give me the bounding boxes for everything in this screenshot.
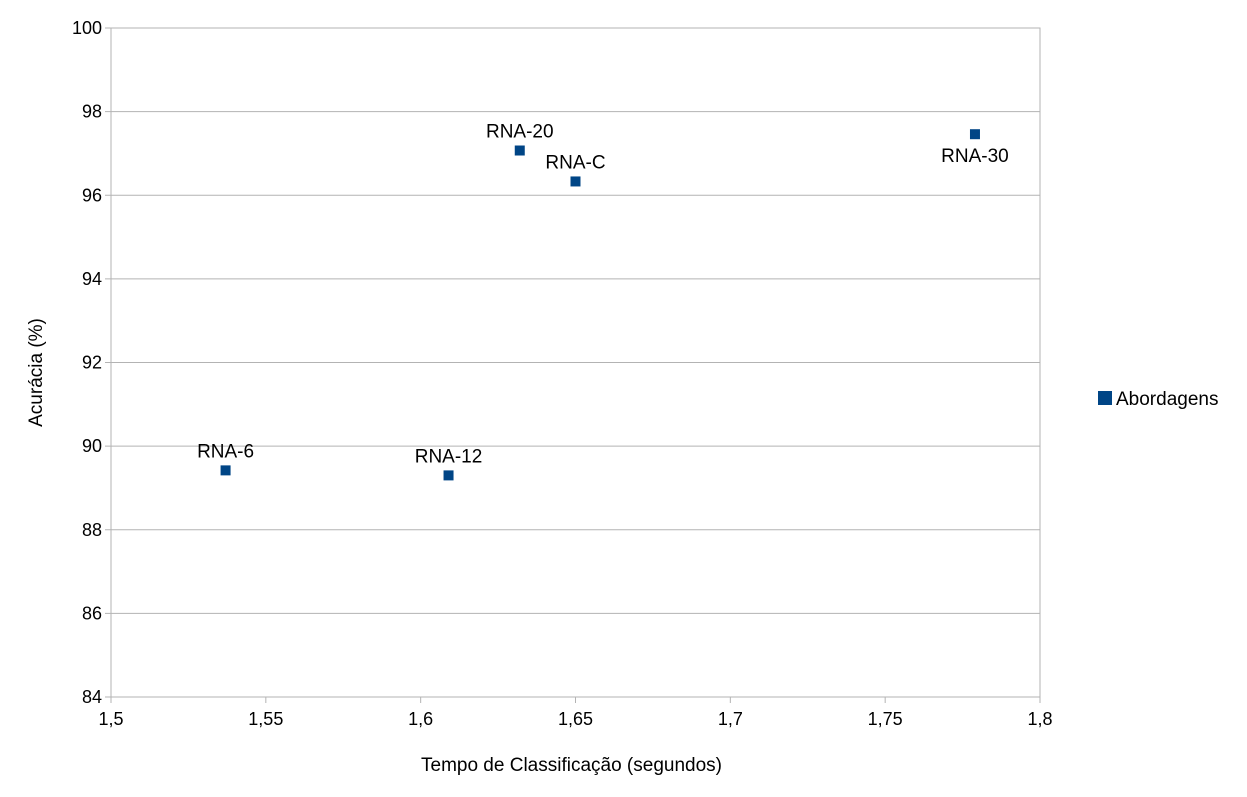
gridlines — [111, 27, 1040, 698]
data-point-label: RNA-C — [545, 152, 605, 173]
x-tick-label: 1,5 — [98, 709, 123, 729]
x-tick-label: 1,6 — [408, 709, 433, 729]
data-point — [570, 176, 581, 187]
x-tick-label: 1,7 — [718, 709, 743, 729]
x-tick-label: 1,75 — [868, 709, 903, 729]
y-tick-label: 96 — [82, 185, 102, 205]
data-point-label: RNA-20 — [486, 122, 554, 143]
y-axis-title: Acurácia (%) — [26, 318, 47, 427]
y-tick-label: 98 — [82, 102, 102, 122]
y-tick-label: 100 — [72, 18, 102, 38]
x-tick-label: 1,8 — [1027, 709, 1052, 729]
data-point — [514, 145, 525, 156]
data-point-label: RNA-6 — [197, 441, 254, 462]
data-point-label: RNA-12 — [415, 446, 483, 467]
x-axis-title: Tempo de Classificação (segundos) — [421, 755, 722, 776]
y-axis-ticks: 84 86 88 90 92 94 96 98 100 — [72, 18, 111, 707]
y-tick-label: 88 — [82, 520, 102, 540]
x-tick-label: 1,65 — [558, 709, 593, 729]
data-point-label: RNA-30 — [941, 146, 1009, 167]
data-points: RNA-6 RNA-12 RNA-20 RNA-C RNA-30 — [197, 122, 1009, 481]
legend: Abordagens — [1098, 389, 1218, 410]
y-tick-label: 94 — [82, 269, 102, 289]
legend-marker-abordagens — [1098, 391, 1112, 405]
legend-label-abordagens: Abordagens — [1116, 389, 1218, 410]
y-tick-label: 86 — [82, 603, 102, 623]
y-tick-label: 92 — [82, 353, 102, 373]
data-point — [443, 470, 454, 481]
data-point — [969, 129, 980, 140]
y-tick-label: 84 — [82, 687, 102, 707]
data-point — [220, 465, 231, 476]
x-axis-ticks: 1,5 1,55 1,6 1,65 1,7 1,75 1,8 — [98, 697, 1053, 729]
x-tick-label: 1,55 — [248, 709, 283, 729]
y-tick-label: 90 — [82, 436, 102, 456]
